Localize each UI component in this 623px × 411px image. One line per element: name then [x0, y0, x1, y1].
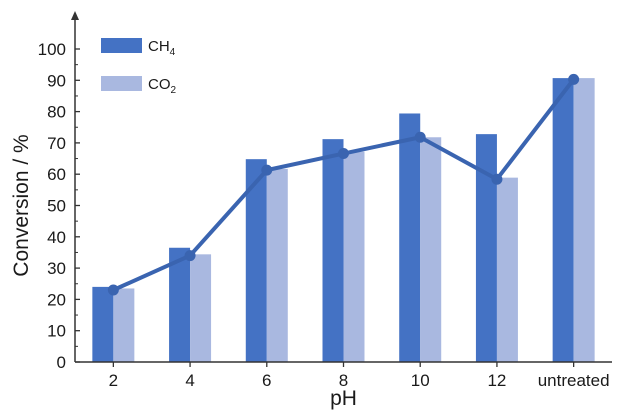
bar-CH4-untreated [552, 78, 574, 362]
x-tick-label: 2 [109, 371, 118, 390]
y-tick-label: 90 [47, 71, 66, 90]
bar-CO2-8 [343, 151, 365, 362]
y-tick-label: 20 [47, 290, 66, 309]
legend-swatch-CH4 [101, 38, 142, 53]
y-tick-label: 100 [38, 40, 66, 59]
x-tick-label: 12 [487, 371, 506, 390]
line-point-untreated [568, 73, 580, 85]
y-tick-label: 40 [47, 228, 66, 247]
y-tick-label: 10 [47, 322, 66, 341]
y-tick-label: 50 [47, 197, 66, 216]
y-axis-label: Conversion / % [10, 134, 33, 276]
line-point-6 [261, 164, 273, 176]
line-point-2 [107, 284, 119, 296]
y-tick-label: 80 [47, 103, 66, 122]
line-point-10 [414, 131, 426, 143]
bar-CO2-4 [190, 254, 212, 362]
bar-CH4-10 [399, 113, 421, 362]
legend-swatch-CO2 [101, 76, 142, 91]
bar-CH4-12 [475, 134, 497, 362]
bar-CO2-10 [420, 137, 442, 362]
bar-CO2-12 [496, 177, 518, 362]
bar-CO2-6 [266, 168, 288, 362]
x-tick-label: 6 [262, 371, 271, 390]
line-layer [107, 73, 580, 296]
line-point-4 [184, 250, 196, 262]
x-tick-label: untreated [538, 371, 610, 390]
bar-layer [92, 78, 595, 362]
bar-CH4-6 [245, 159, 267, 362]
x-tick-label: 8 [339, 371, 348, 390]
y-axis-ticks: 0 10 20 30 40 50 60 70 80 90 100 [38, 40, 80, 372]
y-tick-label: 0 [57, 353, 66, 372]
x-tick-label: 10 [411, 371, 430, 390]
x-axis-label: pH [330, 387, 357, 410]
x-tick-label: 4 [185, 371, 194, 390]
y-tick-label: 60 [47, 165, 66, 184]
legend-label-CO2: CO2 [148, 76, 177, 96]
bar-CH4-4 [169, 247, 191, 362]
bar-CO2-2 [113, 288, 135, 362]
y-axis-arrow-icon [71, 11, 79, 20]
legend-label-CH4: CH4 [148, 38, 176, 58]
x-axis-ticks: 2 4 6 8 10 12 untreated [109, 362, 610, 390]
y-tick-label: 70 [47, 134, 66, 153]
line-point-12 [491, 173, 503, 185]
bar-CH4-8 [322, 139, 344, 362]
line-point-8 [338, 148, 349, 160]
bar-CO2-untreated [573, 78, 595, 362]
y-tick-label: 30 [47, 259, 66, 278]
bar-CH4-2 [92, 286, 114, 362]
legend: CH4 CO2 [101, 38, 177, 96]
